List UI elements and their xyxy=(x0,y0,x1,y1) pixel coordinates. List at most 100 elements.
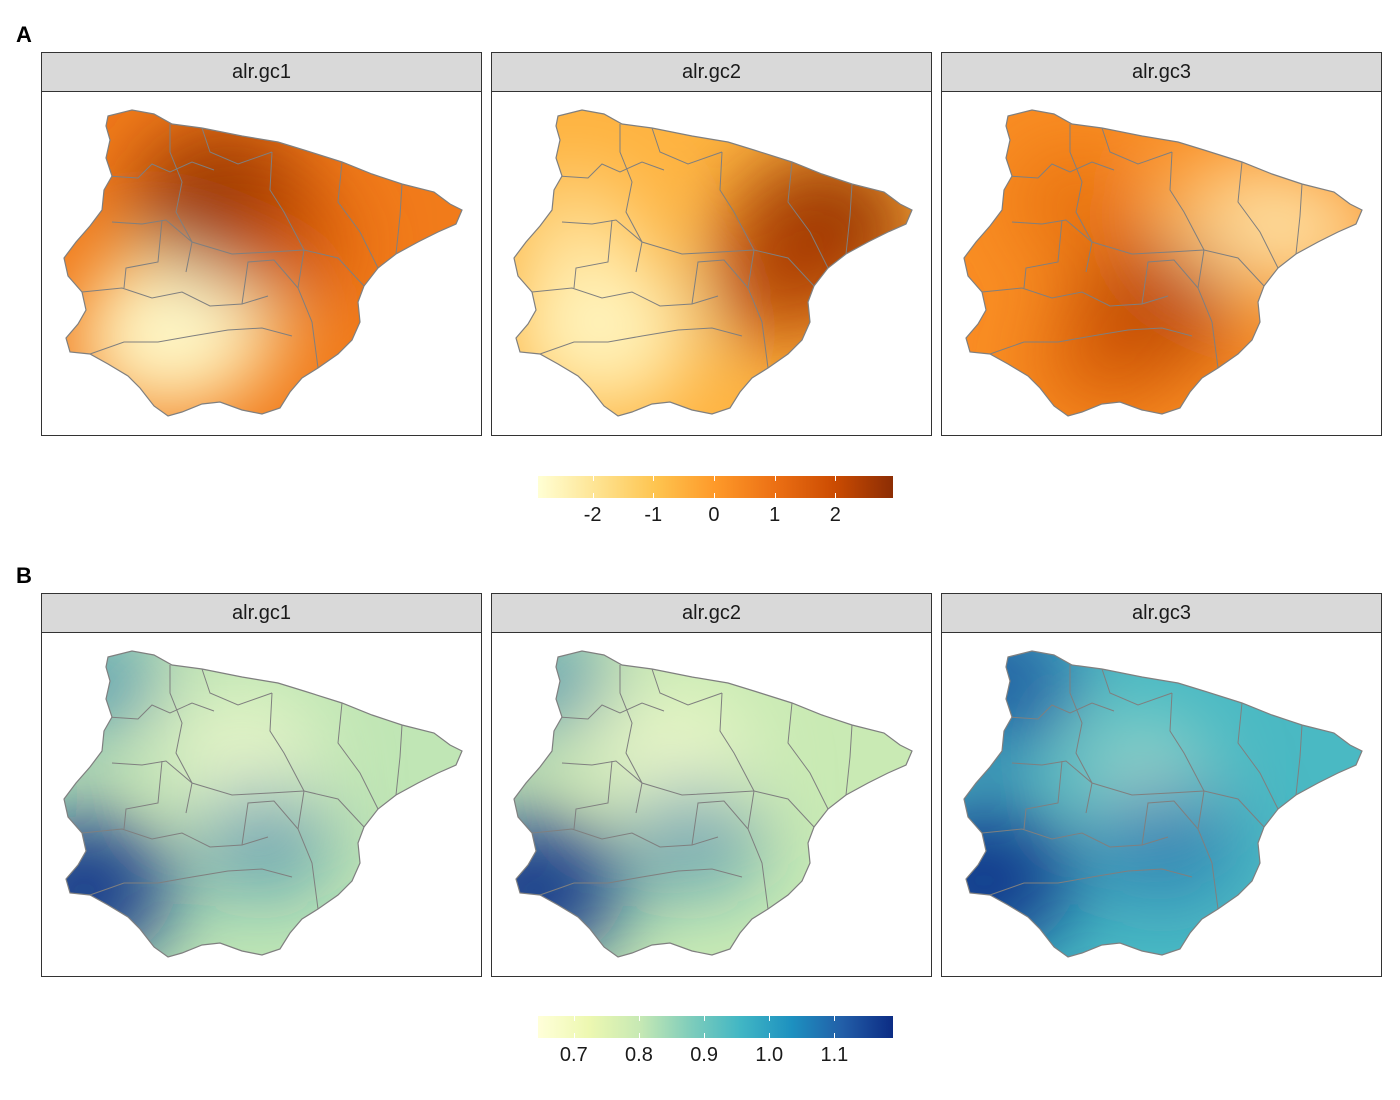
legend-tick-mark xyxy=(834,1016,836,1021)
legend-tick-mark xyxy=(774,476,776,481)
legend-tick-label: 0.9 xyxy=(690,1044,718,1066)
map-high-zone xyxy=(208,186,357,309)
region-border xyxy=(1237,702,1279,810)
facet-strip-title: alr.gc1 xyxy=(42,53,481,92)
region-border xyxy=(753,249,815,287)
legend-tick-label: 1 xyxy=(769,504,781,526)
legend-tick-mark xyxy=(592,476,594,481)
legend-tick-mark xyxy=(653,493,655,498)
region-border xyxy=(1069,665,1093,814)
iberia-map xyxy=(492,92,931,435)
facet-strip-title: alr.gc2 xyxy=(492,594,931,633)
map-high-zone xyxy=(1009,147,1142,256)
legend-tick-mark xyxy=(704,1033,706,1038)
region-border xyxy=(241,800,299,846)
region-border xyxy=(169,124,193,273)
legend-colorbar xyxy=(538,1016,893,1038)
facet-strip-title: alr.gc3 xyxy=(942,53,1381,92)
region-border xyxy=(561,760,755,796)
legend-tick-mark xyxy=(573,1016,575,1021)
legend-tick-label: 1.0 xyxy=(755,1044,784,1066)
region-border xyxy=(1023,219,1063,289)
map-svg xyxy=(63,109,463,417)
legend-tick-mark xyxy=(638,1033,640,1038)
facet-a-1: alr.gc1 xyxy=(41,52,482,436)
region-border xyxy=(241,259,299,305)
region-border xyxy=(1101,127,1173,165)
region-border xyxy=(557,161,665,179)
legend-tick-label: 0 xyxy=(708,504,720,526)
legend-tick-mark xyxy=(834,1033,836,1038)
color-legend-a: -2 -1 0 1 2 xyxy=(538,476,893,532)
iberia-map xyxy=(42,633,481,976)
map-low-zone xyxy=(72,282,231,415)
coastline xyxy=(513,109,913,417)
map-svg xyxy=(513,109,913,417)
map-svg xyxy=(963,109,1363,417)
region-border xyxy=(539,327,743,355)
region-border xyxy=(557,702,665,720)
map-high-zone xyxy=(702,210,867,347)
map-svg xyxy=(513,650,913,958)
legend-tick-mark xyxy=(774,493,776,498)
map-low-zone xyxy=(514,173,645,292)
region-border xyxy=(169,665,193,814)
coastline xyxy=(963,650,1363,958)
region-border xyxy=(1101,668,1173,706)
facet-strip-title: alr.gc3 xyxy=(942,594,1381,633)
legend-tick-mark xyxy=(638,1016,640,1021)
legend-tick-mark xyxy=(713,476,715,481)
iberia-map xyxy=(492,633,931,976)
legend-colorbar xyxy=(538,476,893,498)
region-border xyxy=(1011,219,1205,255)
region-border xyxy=(845,724,853,796)
coastline xyxy=(63,650,463,958)
map-svg xyxy=(63,650,463,958)
region-border xyxy=(753,790,815,828)
region-border xyxy=(619,124,643,273)
facet-a-2: alr.gc2 xyxy=(491,52,932,436)
legend-tick-mark xyxy=(769,1033,771,1038)
region-border xyxy=(1141,800,1199,846)
region-border xyxy=(1295,183,1303,255)
region-border xyxy=(1007,161,1115,179)
legend-ticks: -2 -1 0 1 2 xyxy=(538,476,893,532)
region-border xyxy=(787,161,829,269)
region-border xyxy=(1007,702,1115,720)
coastline xyxy=(963,109,1363,417)
facet-a-3: alr.gc3 xyxy=(941,52,1382,436)
map-high-zone xyxy=(193,783,333,899)
color-legend-b: 0.7 0.8 0.9 1.0 1.1 xyxy=(538,1016,893,1072)
legend-tick-mark xyxy=(573,1033,575,1038)
legend-tick-mark xyxy=(704,1016,706,1021)
facet-strip-title: alr.gc1 xyxy=(42,594,481,633)
region-border xyxy=(989,868,1193,896)
map-high-zone xyxy=(1033,303,1174,416)
region-border xyxy=(123,760,163,830)
facet-b-1: alr.gc1 xyxy=(41,593,482,977)
region-border xyxy=(395,183,403,255)
region-border xyxy=(337,161,379,269)
legend-tick-mark xyxy=(713,493,715,498)
region-border xyxy=(303,790,365,828)
region-border xyxy=(107,161,215,179)
region-border xyxy=(337,702,379,810)
iberia-map xyxy=(942,633,1381,976)
region-border xyxy=(1069,124,1093,273)
facet-b-3: alr.gc3 xyxy=(941,593,1382,977)
coastline xyxy=(63,109,463,417)
region-border xyxy=(573,219,613,289)
legend-tick-label: 2 xyxy=(829,504,841,526)
region-border xyxy=(691,800,749,846)
region-border xyxy=(123,219,163,289)
region-border xyxy=(1203,790,1265,828)
region-border xyxy=(651,127,723,165)
iberia-map xyxy=(942,92,1381,435)
region-border xyxy=(845,183,853,255)
region-border xyxy=(651,668,723,706)
legend-tick-label: 1.1 xyxy=(820,1044,849,1066)
legend-tick-label: -2 xyxy=(583,504,602,526)
region-border xyxy=(787,702,829,810)
region-border xyxy=(89,868,293,896)
region-border xyxy=(1023,760,1063,830)
